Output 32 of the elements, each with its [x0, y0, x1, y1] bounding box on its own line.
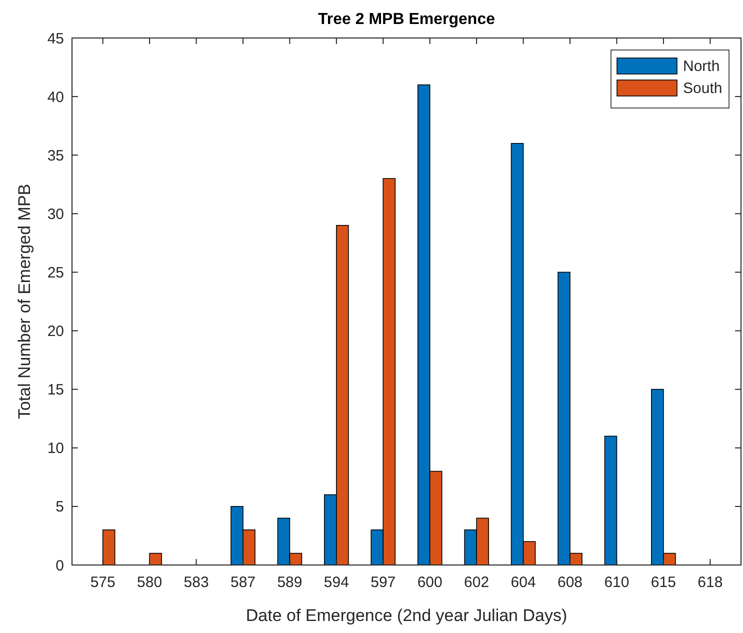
chart-title: Tree 2 MPB Emergence: [318, 11, 496, 28]
x-tick-label: 594: [324, 574, 349, 591]
x-tick-label: 583: [184, 574, 209, 591]
y-tick-label: 45: [47, 30, 64, 48]
x-tick-label: 580: [137, 574, 162, 591]
y-tick-label: 0: [56, 557, 64, 574]
x-tick-label: 610: [604, 574, 630, 591]
legend-label: South: [683, 80, 722, 97]
x-tick-label: 589: [277, 574, 302, 591]
x-axis-title: Date of Emergence (2nd year Julian Days): [246, 606, 568, 625]
bar: [149, 552, 162, 566]
x-tick-label: 587: [230, 574, 256, 591]
y-tick-label: 40: [47, 88, 64, 106]
x-tick-label: 604: [510, 574, 536, 591]
y-tick-label: 10: [47, 440, 64, 458]
x-tick-label: 602: [464, 574, 490, 591]
y-tick-label: 30: [47, 206, 64, 223]
x-tick-label: 600: [417, 574, 442, 591]
bar: [102, 529, 116, 566]
y-tick-label: 5: [56, 498, 64, 516]
bar: [604, 436, 618, 566]
legend-label: North: [683, 58, 720, 75]
x-tick-label: 575: [90, 574, 116, 591]
y-tick-label: 35: [47, 147, 64, 164]
x-tick-label: 597: [370, 574, 396, 591]
x-tick-label: 618: [698, 574, 723, 591]
y-tick-label: 25: [47, 264, 64, 282]
x-tick-label: 615: [650, 574, 676, 591]
y-axis-title: Total Number of Emerged MPB: [15, 184, 34, 420]
y-tick-label: 20: [47, 323, 64, 340]
x-tick-label: 608: [557, 574, 583, 591]
y-tick-label: 15: [47, 382, 64, 399]
